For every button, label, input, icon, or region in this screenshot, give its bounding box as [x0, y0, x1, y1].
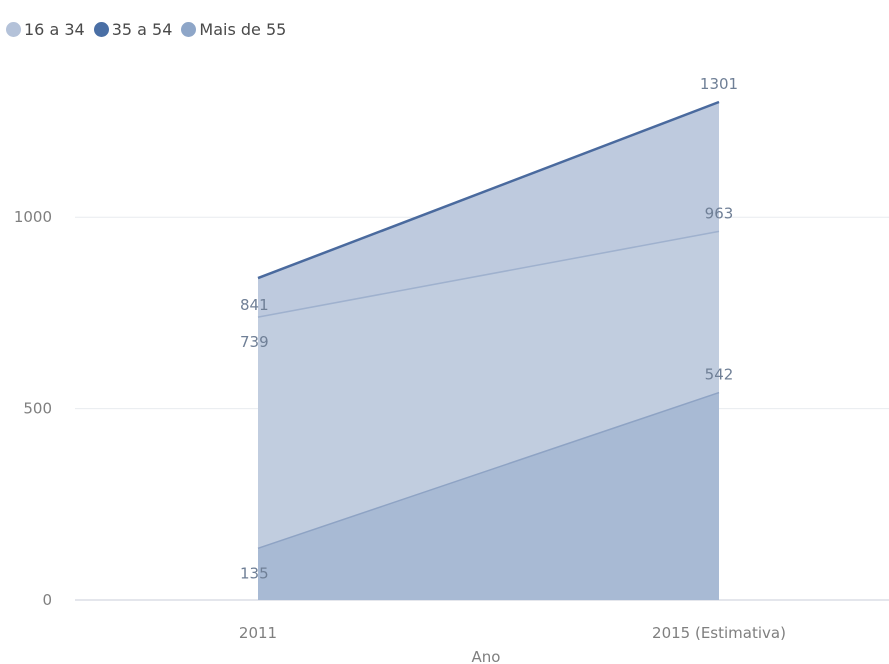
- legend-label-16-34: 16 a 34: [24, 20, 85, 39]
- series-line-55-plus: [257, 391, 720, 550]
- y-tick-label-0: 0: [42, 591, 52, 609]
- legend-item-35-54[interactable]: 35 a 54: [93, 20, 173, 39]
- series-line-16-34: [257, 230, 720, 318]
- area-55-plus: [258, 392, 719, 600]
- x-axis-title: Ano: [472, 648, 501, 664]
- legend-swatch-55-plus: [181, 22, 197, 37]
- y-tick-label-1000: 1000: [14, 208, 52, 226]
- y-tick-label-500: 500: [23, 400, 52, 418]
- legend-label-35-54: 35 a 54: [111, 20, 173, 39]
- data-label-55-plus-1: 542: [705, 366, 734, 384]
- legend-item-16-34[interactable]: 16 a 34: [6, 20, 85, 39]
- data-label-55-plus-0: 135: [240, 564, 269, 582]
- chart-legend: 16 a 34 35 a 54 Mais de 55: [6, 20, 295, 39]
- x-tick-label-0: 2011: [239, 624, 277, 642]
- data-label-16-34-1: 963: [705, 204, 734, 222]
- legend-item-55-plus[interactable]: Mais de 55: [181, 20, 286, 39]
- series-line-35-54: [257, 100, 720, 280]
- legend-label-55-plus: Mais de 55: [199, 20, 287, 39]
- legend-swatch-16-34: [6, 22, 21, 37]
- data-label-35-54-1: 1301: [700, 75, 738, 93]
- x-tick-label-1: 2015 (Estimativa): [652, 624, 786, 642]
- data-label-16-34-0: 739: [240, 333, 269, 351]
- legend-swatch-35-54: [93, 22, 109, 37]
- data-label-35-54-0: 841: [240, 296, 269, 314]
